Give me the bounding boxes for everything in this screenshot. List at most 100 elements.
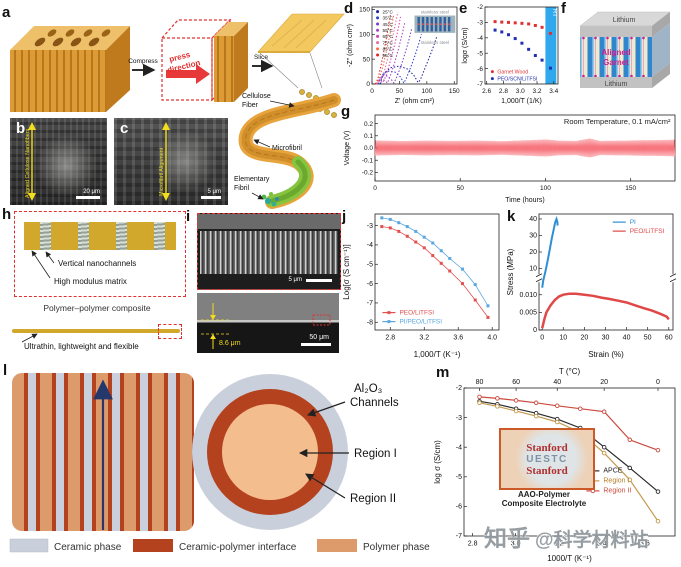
ceramic-polymer-interface-swatch bbox=[133, 539, 173, 552]
svg-text:Room Temperature, 0.1 mA/cm²: Room Temperature, 0.1 mA/cm² bbox=[564, 117, 671, 126]
svg-text:-8: -8 bbox=[367, 319, 373, 326]
region2-label: Region II bbox=[350, 493, 396, 505]
panel-l-schematic: Al₂O₃ Channels Region I Region II Cerami… bbox=[9, 373, 430, 553]
chart-j-svg: 2.8 3.2 3.6 4.0 -3 -4 -5 -6 -7 -8 1,000/T (K⁻¹) Log… bbox=[342, 213, 500, 359]
panel-label-c: c bbox=[120, 120, 129, 137]
svg-text:Garnet Wood: Garnet Wood bbox=[497, 69, 528, 75]
svg-text:10: 10 bbox=[529, 266, 537, 273]
dashed-highlight-box bbox=[14, 211, 186, 297]
svg-text:Time (hours): Time (hours) bbox=[505, 197, 544, 204]
region1-label: Region I bbox=[354, 448, 397, 460]
panel-label-d: d bbox=[344, 0, 354, 17]
garnet-pillar-dots bbox=[582, 36, 645, 78]
panel-label-m: m bbox=[436, 364, 450, 381]
svg-text:stainless steel: stainless steel bbox=[421, 40, 449, 45]
compress-label: Compress bbox=[128, 58, 158, 65]
inset-caption-line: Composite Electrolyte bbox=[501, 499, 587, 508]
svg-text:PEO/LiTFSI: PEO/LiTFSI bbox=[630, 228, 665, 235]
svg-text:log σ (S/cm): log σ (S/cm) bbox=[433, 440, 442, 484]
alignment-annotation: Microfibril Alignment bbox=[159, 147, 165, 196]
vertical-nanochannel bbox=[78, 222, 89, 250]
panel-label-j: j bbox=[342, 208, 347, 225]
svg-text:-Z″ (ohm cm²): -Z″ (ohm cm²) bbox=[347, 24, 354, 67]
lithium-top-label: Lithium bbox=[613, 17, 636, 24]
svg-text:100: 100 bbox=[421, 88, 432, 95]
vertical-nanochannel bbox=[40, 222, 51, 250]
aligned-garnet-label: Garnet bbox=[603, 58, 629, 67]
svg-text:-4: -4 bbox=[367, 242, 373, 249]
compressed-wood-slab-illustration bbox=[214, 22, 248, 102]
svg-text:40: 40 bbox=[529, 216, 537, 223]
nanochannel-pillars-texture bbox=[200, 230, 338, 274]
thickness-label: 8.6 μm bbox=[219, 340, 241, 347]
svg-text:-6: -6 bbox=[456, 504, 462, 511]
garnet-pillar-markers bbox=[583, 38, 644, 76]
svg-text:30: 30 bbox=[529, 233, 537, 240]
inset-caption: AAO-Polymer Composite Electrolyte bbox=[474, 490, 614, 508]
svg-text:80: 80 bbox=[476, 379, 484, 386]
zoom-leader-line bbox=[309, 52, 323, 89]
vertical-nanochannel bbox=[154, 222, 165, 250]
wood-block-illustration bbox=[10, 26, 130, 112]
svg-text:stainless steel: stainless steel bbox=[421, 10, 449, 15]
svg-text:-3: -3 bbox=[456, 415, 462, 422]
wood-sheet-illustration bbox=[257, 13, 345, 53]
lithium-garnet-cell-illustration: Lithium Aligned Garnet Lithium bbox=[579, 11, 671, 88]
watermark-handle: @科学材料站 bbox=[535, 530, 649, 551]
conductivity-arrhenius-chart: RT 2.6 2.8 3.0 3.2 3.4 -2 -3 -4 -5 -6 -7 1,000/T (1/… bbox=[459, 2, 562, 106]
svg-text:75°C: 75°C bbox=[383, 40, 394, 45]
scale-bar-label: 50 μm bbox=[309, 334, 329, 341]
panel-label-a: a bbox=[2, 4, 11, 21]
svg-text:50: 50 bbox=[457, 185, 465, 192]
panel-label-b: b bbox=[16, 120, 26, 137]
elementary-fibril-label: Fibril bbox=[234, 185, 250, 192]
ceramic-phase-label: Ceramic phase bbox=[54, 542, 122, 553]
chart-m-svg: 2.8 3.0 3.2 3.4 3.6 -2 -3 -4 -5 -6 -7 80 60 40 20 0 T (°… bbox=[433, 367, 676, 563]
vertical-nanochannel bbox=[116, 222, 127, 250]
stress-strain-chart: 0 10 20 30 40 50 60 0 0.005 0.010 10 20 30 40 Strain (… bbox=[505, 206, 681, 360]
svg-text:20: 20 bbox=[529, 249, 537, 256]
svg-text:3.6: 3.6 bbox=[453, 335, 463, 342]
svg-text:3.2: 3.2 bbox=[419, 335, 429, 342]
svg-text:APCE: APCE bbox=[603, 468, 622, 475]
svg-text:Region II: Region II bbox=[603, 488, 631, 495]
svg-text:50: 50 bbox=[363, 56, 371, 63]
panel-b-sem-image: Aligned Cellulose Nanofibers 20 μm bbox=[10, 118, 107, 205]
svg-text:95°C: 95°C bbox=[383, 53, 394, 58]
channel-cross-section-illustration bbox=[192, 374, 348, 530]
svg-text:-0.1: -0.1 bbox=[362, 157, 374, 164]
svg-text:0: 0 bbox=[540, 335, 544, 342]
cycling-voltage-chart: 0 50 100 150 0.2 0.1 0.0 -0.1 -0.2 Time (hours) Vo… bbox=[341, 105, 681, 205]
scale-bar bbox=[301, 342, 331, 346]
dashed-zoom-box bbox=[158, 324, 182, 339]
press-direction-arrow bbox=[166, 64, 210, 84]
panel-label-f: f bbox=[561, 0, 566, 17]
svg-text:0: 0 bbox=[366, 81, 370, 88]
svg-text:60: 60 bbox=[512, 379, 520, 386]
svg-text:Stress (MPa): Stress (MPa) bbox=[506, 248, 515, 295]
svg-text:0: 0 bbox=[656, 379, 660, 386]
svg-text:40: 40 bbox=[553, 379, 561, 386]
inset-caption-line: AAO-Polymer bbox=[517, 490, 570, 499]
svg-text:-7: -7 bbox=[456, 533, 462, 540]
svg-text:45°C: 45°C bbox=[383, 22, 394, 27]
svg-text:Region I: Region I bbox=[603, 478, 629, 485]
watermark: 知乎 @科学材料站 bbox=[484, 519, 649, 553]
svg-text:10: 10 bbox=[559, 335, 567, 342]
inset-uestc-label: UESTC bbox=[526, 453, 568, 465]
ultrathin-membrane-bar bbox=[12, 329, 180, 333]
svg-text:-0.2: -0.2 bbox=[362, 170, 374, 177]
svg-text:-2: -2 bbox=[456, 385, 462, 392]
svg-text:0: 0 bbox=[533, 327, 537, 334]
svg-text:PI/PEO/LiTFSI: PI/PEO/LiTFSI bbox=[399, 318, 442, 325]
svg-text:-7: -7 bbox=[367, 300, 373, 307]
high-modulus-matrix-label: High modulus matrix bbox=[54, 277, 127, 286]
microfibril-label: Microfibril bbox=[272, 145, 302, 152]
polymer-phase-swatch bbox=[317, 539, 357, 552]
thickness-annotation: 8.6 μm bbox=[201, 303, 331, 349]
svg-text:T (°C): T (°C) bbox=[559, 367, 581, 376]
svg-text:3.0: 3.0 bbox=[511, 541, 521, 548]
elementary-fibril-label: Elementary bbox=[234, 176, 270, 183]
svg-text:0.0: 0.0 bbox=[364, 145, 373, 152]
svg-text:0.010: 0.010 bbox=[519, 292, 537, 299]
